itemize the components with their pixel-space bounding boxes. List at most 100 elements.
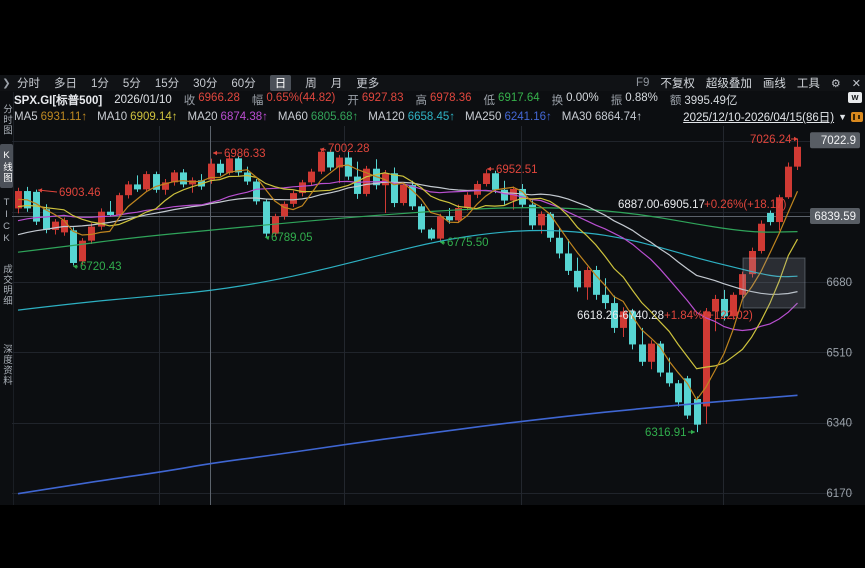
toolbar-item-1[interactable]: 不复权 bbox=[660, 78, 695, 90]
ma-line-MA10 bbox=[17, 172, 799, 370]
candle-body bbox=[391, 173, 398, 204]
candle-body bbox=[703, 311, 710, 407]
quote-field-低: 低 6917.64 bbox=[483, 91, 540, 107]
candle-body bbox=[620, 311, 627, 328]
ma-item-MA60: MA60 6805.68↑ bbox=[277, 111, 359, 123]
sidebar-item-2[interactable]: TICK bbox=[1, 197, 12, 245]
candle-body bbox=[162, 182, 169, 190]
candle-body bbox=[648, 343, 655, 362]
annotation-arrowhead bbox=[320, 147, 325, 152]
candle-body bbox=[501, 189, 508, 201]
range-stat-values: 6887.00-6905.17 bbox=[618, 199, 705, 211]
sidebar-item-1[interactable]: K线图 bbox=[0, 144, 13, 188]
y-axis-label: 6680 bbox=[826, 277, 852, 289]
candle-body bbox=[584, 270, 591, 288]
candle-body bbox=[776, 197, 783, 223]
tab-8[interactable]: 周 bbox=[305, 78, 317, 90]
range-stat-values: 6618.26-6740.28 bbox=[577, 310, 664, 322]
tab-6[interactable]: 60分 bbox=[231, 78, 256, 90]
kline-canvas[interactable]: 6903.46 6720.43 6986.33 7002.28 6952.51 6789.… bbox=[12, 126, 865, 505]
candle-body bbox=[409, 184, 416, 207]
candle-body bbox=[336, 157, 343, 168]
annotation-arrowhead bbox=[73, 264, 78, 269]
view-sidebar: 分时图 K线图 TICK 成交明细深度资料 bbox=[0, 92, 14, 505]
candle-body bbox=[547, 213, 554, 238]
candle-body bbox=[134, 184, 141, 190]
price-annotation: 6316.91 bbox=[645, 427, 687, 439]
candle-body bbox=[400, 184, 407, 204]
tab-5[interactable]: 30分 bbox=[193, 78, 218, 90]
toolbar-item-3[interactable]: 画线 bbox=[762, 78, 786, 90]
candle-body bbox=[308, 171, 315, 183]
widget-w-icon[interactable]: w bbox=[848, 92, 862, 103]
toolbar-right: F9 不复权 超级叠加 画线 工具 ⚙ ✕ bbox=[636, 75, 865, 91]
sidebar-item-0[interactable]: 分时图 bbox=[1, 104, 12, 136]
candle-body bbox=[474, 184, 481, 195]
ma-line-MA5 bbox=[17, 164, 799, 401]
tab-0[interactable]: 分时 bbox=[17, 78, 40, 90]
range-selection-box[interactable] bbox=[742, 257, 806, 309]
chart-app-window: ❯ 分时 多日 1分 5分 15分 30分 60分 日 周 月 更多 F9 不复权 超级叠加 画线 工具 ⚙ ✕… bbox=[0, 75, 865, 505]
annotation-arrowhead bbox=[691, 429, 695, 435]
visible-date-range[interactable]: 2025/12/10-2026/04/15(86日) bbox=[683, 112, 835, 124]
tab-4[interactable]: 15分 bbox=[154, 78, 180, 90]
kline-chart[interactable]: 6903.46 6720.43 6986.33 7002.28 6952.51 6789.… bbox=[12, 126, 865, 505]
tab-3[interactable]: 5分 bbox=[122, 78, 141, 90]
candle-body bbox=[794, 146, 801, 167]
candle-body bbox=[171, 172, 178, 183]
candle-body bbox=[299, 182, 306, 194]
period-tab-bar: ❯ 分时 多日 1分 5分 15分 30分 60分 日 周 月 更多 F9 不复权 超级叠加 画线 工具 ⚙ ✕ bbox=[0, 75, 865, 91]
candle-body bbox=[730, 294, 737, 317]
ma-line-MA120 bbox=[17, 229, 798, 311]
candle-body bbox=[125, 184, 132, 196]
toolbar-item-2[interactable]: 超级叠加 bbox=[705, 78, 752, 90]
candle-body bbox=[272, 216, 279, 234]
quote-fields: 收 6966.28 幅 0.65%(44.82) 开 6927.83 高 6978.36 低 69… bbox=[184, 92, 738, 108]
candle-body bbox=[153, 174, 160, 190]
ma-item-MA5: MA5 6931.11↑ bbox=[14, 111, 88, 123]
sidebar-item-3[interactable]: 成交明细 bbox=[1, 264, 12, 306]
ma-item-MA10: MA10 6909.14↑ bbox=[97, 111, 178, 123]
candle-body bbox=[529, 204, 536, 226]
ma-item-MA30: MA30 6864.74↑ bbox=[561, 111, 643, 123]
tab-7[interactable]: 日 bbox=[269, 75, 292, 91]
candle-body bbox=[694, 399, 701, 425]
candle-body bbox=[116, 195, 123, 216]
y-axis-label: 6510 bbox=[826, 347, 852, 359]
kline-style-icon[interactable] bbox=[851, 112, 863, 122]
candle-body bbox=[281, 203, 288, 217]
candle-body bbox=[208, 163, 215, 180]
candle-body bbox=[345, 157, 352, 177]
tab-2[interactable]: 1分 bbox=[91, 78, 109, 90]
candle-body bbox=[758, 223, 765, 251]
candle-body bbox=[79, 240, 86, 262]
candle-body bbox=[565, 253, 572, 271]
ma-line-MA30 bbox=[17, 181, 798, 295]
chevron-down-icon[interactable]: ▼ bbox=[838, 112, 847, 122]
price-annotation: 6789.05 bbox=[271, 232, 313, 244]
toolbar-item-0[interactable]: F9 bbox=[635, 77, 650, 89]
candle-body bbox=[235, 158, 242, 173]
toolbar-item-4[interactable]: 工具 bbox=[796, 78, 820, 90]
candle-body bbox=[180, 172, 187, 185]
sidebar-item-4[interactable]: 深度资料 bbox=[1, 344, 12, 386]
tab-9[interactable]: 月 bbox=[330, 78, 343, 90]
ma-line-MA20 bbox=[17, 180, 798, 332]
gear-icon[interactable]: ⚙ bbox=[830, 77, 841, 90]
y-axis-tag: 6839.59 bbox=[814, 211, 856, 223]
quote-field-换: 换 0.00% bbox=[551, 91, 599, 107]
annotation-arrowhead bbox=[38, 188, 43, 193]
candle-body bbox=[657, 343, 664, 373]
candle-body bbox=[492, 173, 499, 190]
collapse-chevron-icon[interactable]: ❯ bbox=[2, 77, 11, 89]
candle-body bbox=[556, 237, 563, 254]
annotation-arrowhead bbox=[213, 150, 217, 156]
candle-body bbox=[446, 216, 453, 221]
candle-body bbox=[675, 383, 682, 403]
candle-body bbox=[88, 226, 95, 241]
tab-10[interactable]: 更多 bbox=[356, 78, 380, 90]
close-icon[interactable]: ✕ bbox=[851, 77, 861, 90]
tab-1[interactable]: 多日 bbox=[54, 78, 77, 90]
candle-body bbox=[749, 250, 756, 275]
y-axis-label: 6340 bbox=[826, 418, 852, 430]
